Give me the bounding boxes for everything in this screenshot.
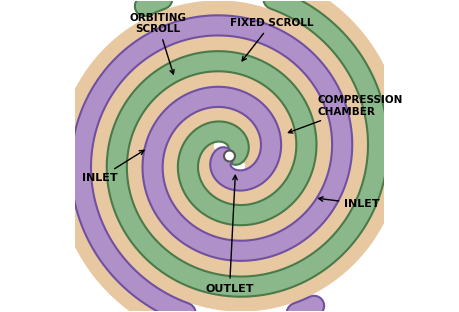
Text: FIXED SCROLL: FIXED SCROLL [230,18,313,61]
Text: COMPRESSION
CHAMBER: COMPRESSION CHAMBER [288,95,403,133]
Text: INLET: INLET [319,197,380,209]
Text: INLET: INLET [82,150,144,183]
Circle shape [224,150,235,162]
Text: ORBITING
SCROLL: ORBITING SCROLL [129,13,186,74]
Text: OUTLET: OUTLET [205,175,254,294]
